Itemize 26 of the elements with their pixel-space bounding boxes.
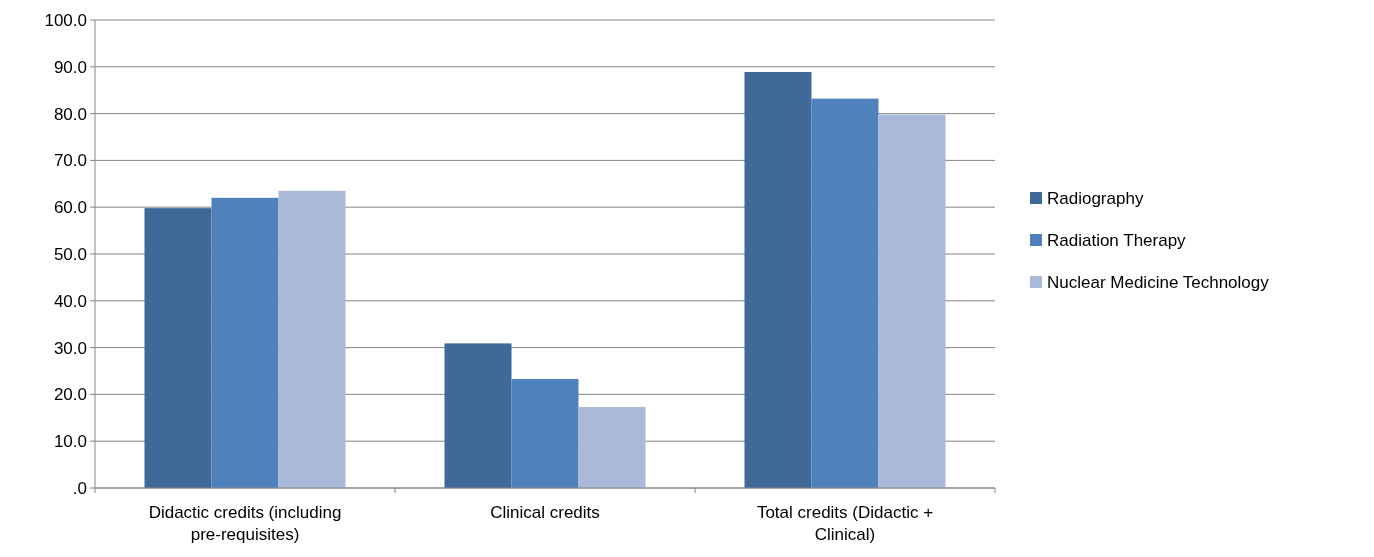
bar — [511, 378, 579, 488]
legend-label: Nuclear Medicine Technology — [1047, 272, 1270, 292]
y-tick-label: 90.0 — [53, 57, 87, 77]
bar — [578, 407, 646, 488]
y-tick-label: .0 — [72, 478, 87, 498]
bar — [278, 190, 346, 488]
bar — [211, 197, 279, 488]
x-tick-label: Didactic credits (including pre-requisites) — [148, 503, 342, 544]
y-tick-label: 60.0 — [53, 198, 87, 218]
y-tick-label: 100.0 — [44, 10, 87, 30]
bar — [811, 98, 879, 488]
y-tick-label: 20.0 — [53, 385, 87, 405]
y-tick-label: 50.0 — [53, 244, 87, 264]
bar — [744, 71, 812, 488]
legend-label: Radiation Therapy — [1047, 230, 1187, 250]
bar — [144, 208, 212, 488]
x-tick-label: Total credits (Didactic + Clinical) — [756, 503, 934, 544]
y-tick-label: 70.0 — [53, 151, 87, 171]
legend-label: Radiography — [1047, 188, 1144, 208]
bar — [444, 343, 512, 488]
x-tick-label: Clinical credits — [490, 503, 600, 522]
y-tick-label: 80.0 — [53, 104, 87, 124]
y-tick-label: 30.0 — [53, 338, 87, 358]
bar — [878, 114, 946, 488]
y-tick-label: 40.0 — [53, 291, 87, 311]
y-tick-label: 10.0 — [53, 432, 87, 452]
